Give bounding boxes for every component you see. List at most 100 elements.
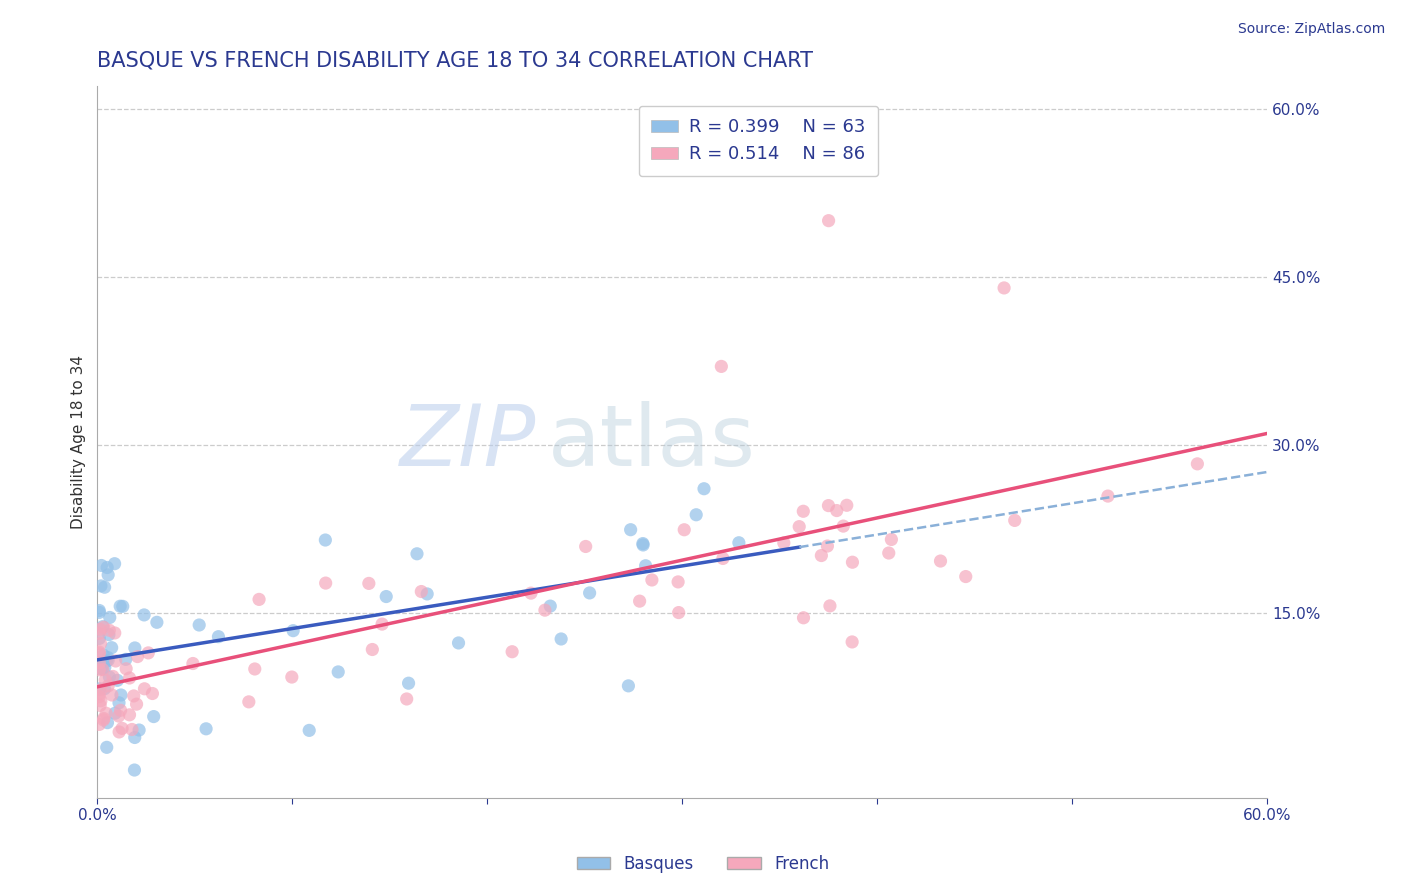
Point — [818, 599, 841, 613]
Point — [298, 723, 321, 738]
Point — [668, 606, 690, 620]
Y-axis label: Disability Age 18 to 34: Disability Age 18 to 34 — [72, 355, 86, 529]
Point — [207, 630, 229, 644]
Point — [124, 731, 146, 745]
Point — [357, 576, 380, 591]
Point — [136, 646, 159, 660]
Point — [314, 533, 336, 547]
Point — [128, 723, 150, 737]
Point — [631, 536, 654, 550]
Text: Source: ZipAtlas.com: Source: ZipAtlas.com — [1237, 22, 1385, 37]
Point — [97, 653, 120, 667]
Point — [728, 535, 751, 549]
Point — [124, 763, 146, 777]
Point — [89, 687, 111, 701]
Point — [1187, 457, 1209, 471]
Point — [98, 610, 121, 624]
Point — [111, 599, 134, 614]
Point — [89, 717, 111, 731]
Point — [89, 663, 111, 677]
Point — [195, 722, 218, 736]
Point — [90, 682, 112, 697]
Point — [575, 540, 598, 554]
Point — [371, 617, 394, 632]
Point — [89, 636, 111, 650]
Point — [104, 557, 127, 571]
Point — [89, 606, 111, 620]
Point — [538, 599, 561, 613]
Point — [89, 698, 111, 713]
Point — [641, 573, 664, 587]
Point — [534, 603, 557, 617]
Point — [395, 692, 418, 706]
Point — [90, 661, 112, 675]
Point — [122, 689, 145, 703]
Point — [188, 618, 211, 632]
Point — [181, 657, 204, 671]
Point — [134, 607, 156, 622]
Point — [142, 709, 165, 723]
Point — [94, 673, 117, 687]
Point — [817, 213, 839, 227]
Point — [118, 707, 141, 722]
Text: ZIP: ZIP — [399, 401, 536, 483]
Point — [810, 549, 832, 563]
Text: atlas: atlas — [548, 401, 756, 483]
Legend: Basques, French: Basques, French — [571, 848, 835, 880]
Point — [815, 539, 838, 553]
Point — [501, 645, 523, 659]
Point — [929, 554, 952, 568]
Point — [121, 723, 143, 737]
Point — [146, 615, 169, 630]
Point — [90, 579, 112, 593]
Point — [666, 574, 689, 589]
Point — [835, 498, 858, 512]
Point — [877, 546, 900, 560]
Text: BASQUE VS FRENCH DISABILITY AGE 18 TO 34 CORRELATION CHART: BASQUE VS FRENCH DISABILITY AGE 18 TO 34… — [97, 51, 813, 70]
Point — [89, 681, 111, 696]
Point — [108, 696, 131, 710]
Point — [124, 640, 146, 655]
Point — [90, 558, 112, 573]
Point — [98, 670, 121, 684]
Point — [993, 281, 1015, 295]
Point — [447, 636, 470, 650]
Point — [89, 647, 111, 661]
Point — [107, 709, 129, 723]
Point — [89, 690, 111, 704]
Point — [89, 626, 111, 640]
Point — [955, 569, 977, 583]
Point — [107, 673, 129, 688]
Point — [375, 590, 398, 604]
Point — [134, 681, 156, 696]
Point — [673, 523, 696, 537]
Point — [94, 706, 117, 721]
Point — [89, 645, 111, 659]
Point — [89, 632, 111, 646]
Point — [90, 694, 112, 708]
Point — [1004, 513, 1026, 527]
Point — [141, 686, 163, 700]
Point — [832, 519, 855, 533]
Point — [98, 624, 121, 638]
Point — [101, 688, 124, 702]
Point — [97, 650, 120, 665]
Point — [115, 662, 138, 676]
Point — [620, 523, 643, 537]
Point — [1097, 489, 1119, 503]
Point — [94, 660, 117, 674]
Point — [238, 695, 260, 709]
Point — [361, 642, 384, 657]
Point — [817, 499, 839, 513]
Point — [416, 587, 439, 601]
Point — [520, 586, 543, 600]
Point — [125, 697, 148, 711]
Point — [247, 592, 270, 607]
Point — [281, 670, 304, 684]
Point — [328, 665, 350, 679]
Point — [711, 551, 734, 566]
Point — [96, 654, 118, 668]
Point — [91, 662, 114, 676]
Point — [110, 688, 132, 702]
Point — [578, 586, 600, 600]
